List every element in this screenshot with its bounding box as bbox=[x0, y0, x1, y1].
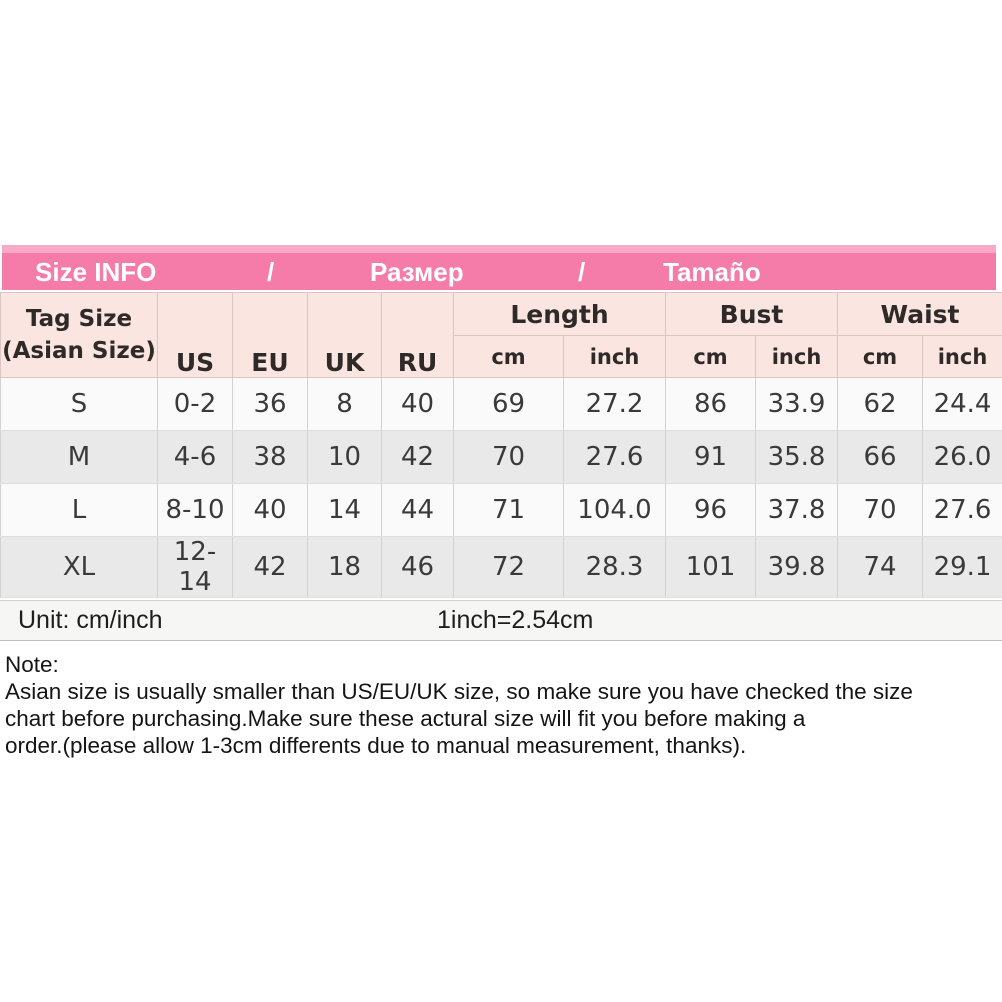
note-title: Note: bbox=[5, 652, 59, 677]
cell-us: 12-14 bbox=[157, 536, 233, 598]
cell-bust-inch: 37.8 bbox=[755, 483, 839, 537]
cell-bust-cm: 101 bbox=[665, 536, 757, 598]
cell-length-cm: 69 bbox=[453, 377, 564, 431]
cell-waist-inch: 26.0 bbox=[922, 430, 1002, 484]
header-length-cm: cm bbox=[453, 335, 564, 378]
cell-bust-inch: 35.8 bbox=[755, 430, 839, 484]
header-uk: UK bbox=[307, 292, 382, 378]
cell-eu: 36 bbox=[232, 377, 308, 431]
banner-separator-slash: / bbox=[267, 257, 275, 287]
header-waist: Waist bbox=[837, 292, 1002, 336]
header-eu: EU bbox=[232, 292, 308, 378]
header-bust-inch: inch bbox=[755, 335, 839, 378]
banner-title-spanish: Tamaño bbox=[663, 257, 761, 287]
header-waist-cm: cm bbox=[837, 335, 924, 378]
size-row-m: M 4-6 38 10 42 70 27.6 91 35.8 66 26.0 bbox=[0, 430, 1002, 484]
size-row-xl: XL 12-14 42 18 46 72 28.3 101 39.8 74 29… bbox=[0, 536, 1002, 598]
cell-waist-cm: 70 bbox=[837, 483, 924, 537]
cell-uk: 8 bbox=[307, 377, 382, 431]
cell-eu: 38 bbox=[232, 430, 308, 484]
cell-length-inch: 104.0 bbox=[562, 483, 667, 537]
cell-uk: 14 bbox=[307, 483, 382, 537]
banner-top-strip bbox=[2, 245, 996, 253]
cell-tag: XL bbox=[0, 536, 158, 598]
cell-length-inch: 27.2 bbox=[562, 377, 667, 431]
cell-ru: 40 bbox=[381, 377, 454, 431]
unit-label: Unit: cm/inch bbox=[18, 606, 163, 634]
cell-eu: 42 bbox=[232, 536, 308, 598]
cell-tag: S bbox=[0, 377, 158, 431]
size-row-l: L 8-10 40 14 44 71 104.0 96 37.8 70 27.6 bbox=[0, 483, 1002, 537]
cell-uk: 18 bbox=[307, 536, 382, 598]
cell-length-cm: 71 bbox=[453, 483, 564, 537]
banner-main-bar: Size INFO / Размер / Tamaño bbox=[2, 253, 996, 290]
cell-waist-cm: 66 bbox=[837, 430, 924, 484]
cell-ru: 44 bbox=[381, 483, 454, 537]
note-line: Asian size is usually smaller than US/EU… bbox=[5, 679, 913, 704]
cell-waist-cm: 74 bbox=[837, 536, 924, 598]
cell-waist-inch: 29.1 bbox=[922, 536, 1002, 598]
banner-title-russian: Размер bbox=[370, 257, 464, 287]
cell-waist-inch: 27.6 bbox=[922, 483, 1002, 537]
banner-separator-slash: / bbox=[578, 257, 586, 287]
unit-bar: Unit: cm/inch 1inch=2.54cm bbox=[0, 600, 1002, 641]
cell-length-cm: 70 bbox=[453, 430, 564, 484]
header-bust-cm: cm bbox=[665, 335, 757, 378]
cell-tag: M bbox=[0, 430, 158, 484]
header-us: US bbox=[157, 292, 233, 378]
cell-uk: 10 bbox=[307, 430, 382, 484]
size-chart-image: Size INFO / Размер / Tamaño Tag Size (As… bbox=[0, 245, 1002, 759]
size-chart-table: Tag Size (Asian Size) US EU UK RU Length… bbox=[0, 292, 1002, 598]
cell-us: 4-6 bbox=[157, 430, 233, 484]
header-tag-size: Tag Size (Asian Size) bbox=[0, 292, 158, 378]
cell-ru: 42 bbox=[381, 430, 454, 484]
cell-waist-cm: 62 bbox=[837, 377, 924, 431]
header-waist-inch: inch bbox=[922, 335, 1002, 378]
cell-length-cm: 72 bbox=[453, 536, 564, 598]
header-bust: Bust bbox=[665, 292, 839, 336]
note-block: Note: Asian size is usually smaller than… bbox=[0, 651, 1002, 759]
size-row-s: S 0-2 36 8 40 69 27.2 86 33.9 62 24.4 bbox=[0, 377, 1002, 431]
banner-title-english: Size INFO bbox=[35, 257, 157, 287]
cell-us: 0-2 bbox=[157, 377, 233, 431]
cell-bust-inch: 39.8 bbox=[755, 536, 839, 598]
header-length: Length bbox=[452, 292, 667, 336]
header-tag-size-line1: Tag Size bbox=[25, 306, 133, 332]
cell-bust-inch: 33.9 bbox=[755, 377, 839, 431]
cell-length-inch: 27.6 bbox=[562, 430, 667, 484]
header-length-inch: inch bbox=[562, 335, 667, 378]
cell-bust-cm: 86 bbox=[665, 377, 757, 431]
cell-tag: L bbox=[0, 483, 158, 537]
title-banner: Size INFO / Размер / Tamaño bbox=[0, 245, 1002, 290]
unit-conversion: 1inch=2.54cm bbox=[437, 606, 594, 634]
cell-bust-cm: 96 bbox=[665, 483, 757, 537]
note-line: order.(please allow 1-3cm differents due… bbox=[5, 733, 747, 758]
cell-length-inch: 28.3 bbox=[562, 536, 667, 598]
note-line: chart before purchasing.Make sure these … bbox=[5, 706, 806, 731]
cell-ru: 46 bbox=[381, 536, 454, 598]
cell-eu: 40 bbox=[232, 483, 308, 537]
cell-us: 8-10 bbox=[157, 483, 233, 537]
cell-bust-cm: 91 bbox=[665, 430, 757, 484]
header-tag-size-line2: (Asian Size) bbox=[2, 338, 156, 364]
cell-waist-inch: 24.4 bbox=[922, 377, 1002, 431]
header-ru: RU bbox=[381, 292, 454, 378]
